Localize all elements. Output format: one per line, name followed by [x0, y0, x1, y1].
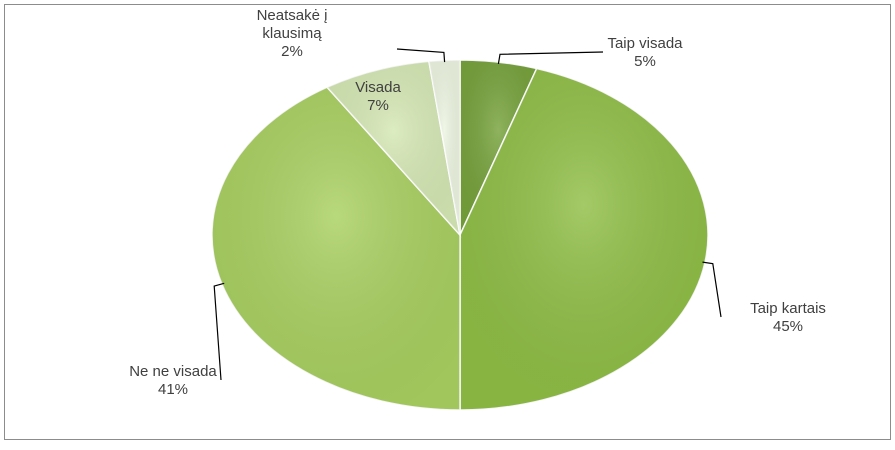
- pie-label-4: Visada 7%: [355, 79, 401, 114]
- pie-category-label-4: Visada: [355, 79, 401, 96]
- pie-category-label-3: Ne ne visada: [129, 363, 217, 380]
- pie-category-label-1: Taip visada: [607, 35, 683, 52]
- pie-slice-shade-3: [211, 87, 460, 411]
- pie-label-5: Neatsakė į klausimą 2%: [257, 7, 328, 60]
- pie-slice-shade-2: [460, 68, 708, 410]
- pie-value-label-5: 2%: [281, 43, 303, 60]
- pie-category-label-5: Neatsakė į: [257, 7, 328, 24]
- leader-line-2: [702, 261, 722, 318]
- pie-label-1: Taip visada 5%: [607, 35, 683, 70]
- leader-line-3: [213, 282, 225, 381]
- pie-value-label-1: 5%: [634, 53, 656, 70]
- chart-frame: Taip visada 5% Taip kartais 45% Ne ne visada…: [4, 4, 891, 440]
- pie-category-label-2: Taip kartais: [750, 300, 826, 317]
- pie-label-2: Taip kartais 45%: [750, 300, 826, 335]
- pie-label-3: Ne ne visada 41%: [129, 363, 217, 398]
- pie-chart: Taip visada 5% Taip kartais 45% Ne ne visada…: [129, 7, 826, 411]
- pie-value-label-4: 7%: [367, 97, 389, 114]
- pie-slice-shade-5: [428, 60, 460, 235]
- leader-line-1: [497, 51, 604, 64]
- pie-slice-shade-4: [327, 61, 460, 235]
- leader-line-5: [396, 48, 446, 63]
- pie-value-label-3: 41%: [158, 381, 188, 398]
- pie-slice-shade-1: [460, 60, 537, 235]
- pie-category-label-5: klausimą: [262, 25, 322, 42]
- pie-value-label-2: 45%: [773, 318, 803, 335]
